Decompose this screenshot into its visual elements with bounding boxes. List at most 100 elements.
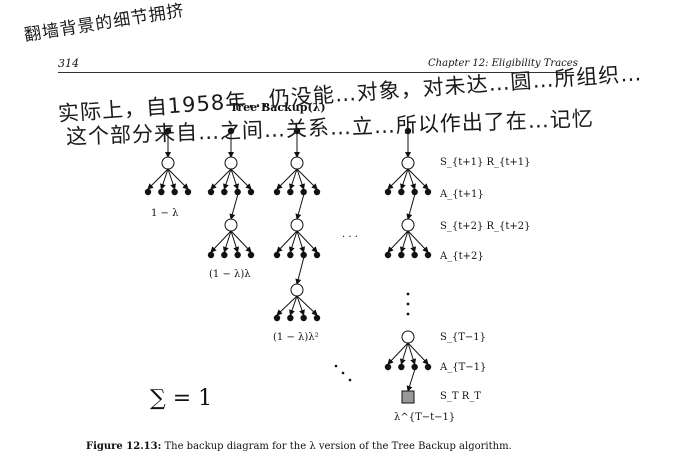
edge-to-action: [407, 168, 416, 190]
action-node: [384, 251, 392, 259]
action-node: [207, 188, 215, 196]
edge-to-action: [407, 230, 417, 253]
action-node: [144, 188, 152, 196]
edge-to-action: [387, 342, 409, 365]
action-node: [287, 314, 294, 322]
figure-caption: Figure 12.13: The backup diagram for the…: [86, 441, 512, 452]
action-node: [221, 188, 228, 196]
root-action-node: [164, 127, 172, 135]
action-node: [398, 251, 405, 259]
edge-to-action: [210, 168, 232, 190]
action-node: [384, 363, 392, 371]
edge-to-action: [167, 168, 189, 190]
action-node: [411, 251, 418, 259]
action-node: [158, 188, 165, 196]
action-node: [313, 314, 321, 322]
action-node: [273, 314, 281, 322]
edge-to-action: [399, 230, 409, 253]
weight-label-final: λ^{T−t−1}: [394, 412, 455, 423]
edge-to-terminal: [406, 369, 416, 392]
action-node: [247, 188, 255, 196]
action-node: [234, 251, 241, 259]
diagonal-ellipsis: [334, 364, 352, 382]
caption-text: The backup diagram for the λ version of …: [161, 441, 512, 452]
action-node: [411, 188, 418, 196]
edge-to-action: [387, 168, 409, 190]
edge-to-action: [296, 230, 306, 253]
state-node: [401, 330, 415, 344]
action-node: [398, 363, 405, 371]
edge-to-action: [167, 168, 176, 190]
edge-to-action: [288, 230, 298, 253]
edge-to-action: [407, 168, 429, 190]
root-action-node: [404, 127, 412, 135]
action-node: [398, 188, 405, 196]
terminal-node: [401, 390, 415, 404]
edge-to-action: [147, 168, 169, 190]
state-node: [224, 218, 238, 232]
edge-to-state: [229, 194, 239, 220]
state-label-s1: S_{t+1} R_{t+1}: [440, 157, 531, 168]
state-label-sT1: S_{T−1}: [440, 332, 486, 343]
action-label-a1: A_{t+1}: [439, 189, 484, 200]
edge-to-action: [407, 342, 429, 365]
diagram-nodes: [144, 127, 432, 404]
action-node: [313, 251, 321, 259]
header-rule: [58, 72, 574, 73]
running-title: Chapter 12: Eligibility Traces: [428, 58, 578, 69]
diagram-edges: [147, 134, 429, 392]
action-label-aT1: A_{T−1}: [439, 362, 486, 373]
action-node: [384, 188, 392, 196]
action-node: [313, 188, 321, 196]
horizontal-ellipsis: · · ·: [342, 232, 358, 243]
state-node: [401, 218, 415, 232]
state-node: [290, 218, 304, 232]
state-node: [224, 156, 238, 170]
root-action-node: [227, 127, 235, 135]
weight-label-3: (1 − λ)λ²: [273, 332, 319, 343]
state-node: [290, 156, 304, 170]
action-node: [300, 188, 307, 196]
state-node: [161, 156, 175, 170]
action-node: [273, 251, 281, 259]
edge-to-state: [406, 194, 416, 220]
edge-to-action: [296, 230, 318, 253]
weight-label-2: (1 − λ)λ: [209, 269, 251, 280]
action-node: [287, 251, 294, 259]
edge-to-action: [160, 168, 169, 190]
figure-title: Tree Backup(λ): [230, 101, 326, 114]
action-node: [234, 188, 241, 196]
edge-to-action: [296, 295, 305, 316]
caption-label: Figure 12.13:: [86, 441, 162, 452]
state-node: [290, 283, 304, 297]
state-node: [401, 156, 415, 170]
edge-to-action: [276, 230, 298, 253]
edge-to-action: [222, 230, 232, 253]
weight-label-1: 1 − λ: [151, 208, 179, 219]
state-label-s2: S_{t+2} R_{t+2}: [440, 221, 531, 232]
edge-to-action: [230, 230, 240, 253]
edge-to-action: [296, 168, 305, 190]
action-node: [221, 251, 228, 259]
edge-to-action: [276, 168, 298, 190]
sum-equals-one: ∑ = 1: [150, 386, 213, 411]
edge-to-action: [407, 342, 417, 365]
edge-to-action: [407, 230, 429, 253]
edge-to-action: [230, 168, 252, 190]
action-node: [300, 314, 307, 322]
edge-to-action: [296, 295, 318, 316]
edge-to-action: [230, 168, 239, 190]
edge-to-state: [295, 257, 305, 285]
action-node: [184, 188, 192, 196]
edge-to-action: [400, 168, 409, 190]
edge-to-action: [399, 342, 409, 365]
edge-to-action: [289, 168, 298, 190]
edge-to-action: [289, 295, 298, 316]
page-number: 314: [58, 57, 79, 70]
action-node: [424, 188, 432, 196]
edge-to-action: [296, 168, 318, 190]
edge-to-action: [387, 230, 409, 253]
edge-to-action: [223, 168, 232, 190]
